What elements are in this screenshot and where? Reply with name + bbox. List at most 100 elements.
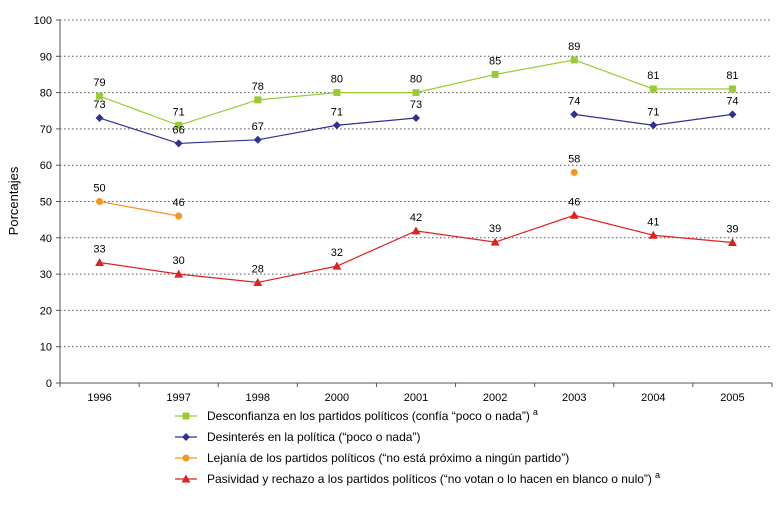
data-label: 46	[568, 196, 580, 208]
data-label: 28	[252, 263, 264, 275]
legend-marker	[182, 454, 190, 462]
x-tick-label: 2001	[404, 392, 428, 404]
data-point	[174, 269, 184, 278]
y-tick-label: 90	[40, 51, 52, 63]
data-label: 89	[568, 41, 580, 53]
data-point	[253, 277, 263, 286]
legend-label: Pasividad y rechazo a los partidos polít…	[207, 470, 660, 486]
legend: Desconfianza en los partidos políticos (…	[175, 407, 660, 486]
legend-item: Lejanía de los partidos políticos (“no e…	[175, 451, 569, 465]
data-point	[570, 56, 578, 64]
data-point	[332, 261, 342, 270]
data-point	[570, 168, 578, 176]
data-label: 80	[331, 74, 343, 86]
data-label: 66	[173, 124, 185, 136]
data-label: 32	[331, 247, 343, 259]
data-label: 67	[252, 121, 264, 133]
legend-marker	[181, 474, 191, 483]
data-label: 73	[93, 99, 105, 111]
data-point	[253, 135, 262, 144]
data-label: 78	[252, 81, 264, 93]
y-tick-label: 60	[40, 160, 52, 172]
legend-marker	[182, 412, 190, 420]
data-point	[96, 198, 104, 205]
legend-superscript: a	[655, 470, 660, 480]
data-point	[491, 70, 499, 78]
y-tick-label: 50	[40, 197, 52, 209]
data-point	[727, 238, 737, 247]
data-label: 80	[410, 74, 422, 86]
data-label: 42	[410, 212, 422, 224]
data-label: 71	[173, 106, 185, 118]
series-line	[99, 200, 179, 217]
data-point	[728, 85, 736, 93]
data-point	[412, 114, 420, 123]
series-2	[95, 110, 737, 148]
data-label: 71	[647, 106, 659, 118]
y-axis-label: Porcentajes	[6, 166, 21, 235]
data-label: 50	[93, 183, 105, 195]
legend-item: Desconfianza en los partidos políticos (…	[175, 407, 538, 423]
legend-label: Desconfianza en los partidos políticos (…	[207, 407, 538, 423]
data-point	[175, 212, 183, 220]
series-line	[99, 214, 733, 284]
x-tick-label: 2004	[641, 392, 665, 404]
legend-label: Desinterés en la política (“poco o nada”…	[207, 430, 420, 444]
data-point	[254, 96, 262, 104]
data-point	[569, 210, 579, 219]
data-point	[490, 237, 500, 246]
y-tick-label: 10	[40, 342, 52, 354]
grid-lines	[60, 19, 772, 348]
data-point	[174, 139, 183, 148]
y-tick-label: 70	[40, 124, 52, 136]
data-label: 46	[173, 197, 185, 209]
y-tick-label: 40	[40, 233, 52, 245]
x-tick-label: 2002	[483, 392, 507, 404]
legend-label: Lejanía de los partidos políticos (“no e…	[207, 451, 569, 465]
x-tick-label: 2000	[325, 392, 349, 404]
data-label: 39	[489, 223, 501, 235]
data-label: 79	[93, 77, 105, 89]
data-point	[649, 121, 658, 130]
series-3	[96, 168, 578, 220]
data-label: 71	[331, 106, 343, 118]
y-tick-label: 30	[40, 269, 52, 281]
data-point	[95, 114, 104, 123]
data-point	[728, 110, 737, 119]
data-label: 74	[726, 95, 738, 107]
legend-item: Pasividad y rechazo a los partidos polít…	[175, 470, 660, 486]
x-tick-label: 2003	[562, 392, 586, 404]
x-tick-label: 1997	[166, 392, 190, 404]
data-label: 85	[489, 55, 501, 67]
data-point	[570, 110, 579, 119]
data-point	[333, 89, 341, 97]
data-label: 33	[93, 243, 105, 255]
data-point	[332, 121, 341, 130]
x-tick-label: 1998	[246, 392, 270, 404]
data-point	[175, 121, 183, 129]
series-4	[95, 210, 737, 286]
data-point	[95, 257, 105, 266]
data-label: 58	[568, 153, 580, 165]
series-group	[95, 56, 737, 286]
series-1	[96, 56, 736, 129]
data-label: 81	[647, 70, 659, 82]
y-tick-label: 80	[40, 88, 52, 100]
data-point	[412, 89, 420, 97]
y-tick-label: 0	[46, 378, 52, 390]
data-label: 74	[568, 95, 580, 107]
data-point	[649, 85, 657, 93]
x-tick-label: 2005	[720, 392, 744, 404]
data-label: 73	[410, 99, 422, 111]
data-labels: 79 71 78 80 80 85 89 81 81 73 66 67 71 73 74 71 74 50 46 58…	[93, 41, 738, 276]
y-tick-label: 20	[40, 305, 52, 317]
legend-item: Desinterés en la política (“poco o nada”…	[175, 430, 420, 444]
data-label: 41	[647, 216, 659, 228]
data-point	[96, 92, 104, 100]
data-label: 30	[173, 255, 185, 267]
axes: 0 10 20 30 40 50 60 70 80 90 100 1996 1997 1998 2000 20…	[34, 15, 773, 404]
y-tick-label: 100	[34, 15, 52, 27]
data-point	[648, 230, 658, 239]
